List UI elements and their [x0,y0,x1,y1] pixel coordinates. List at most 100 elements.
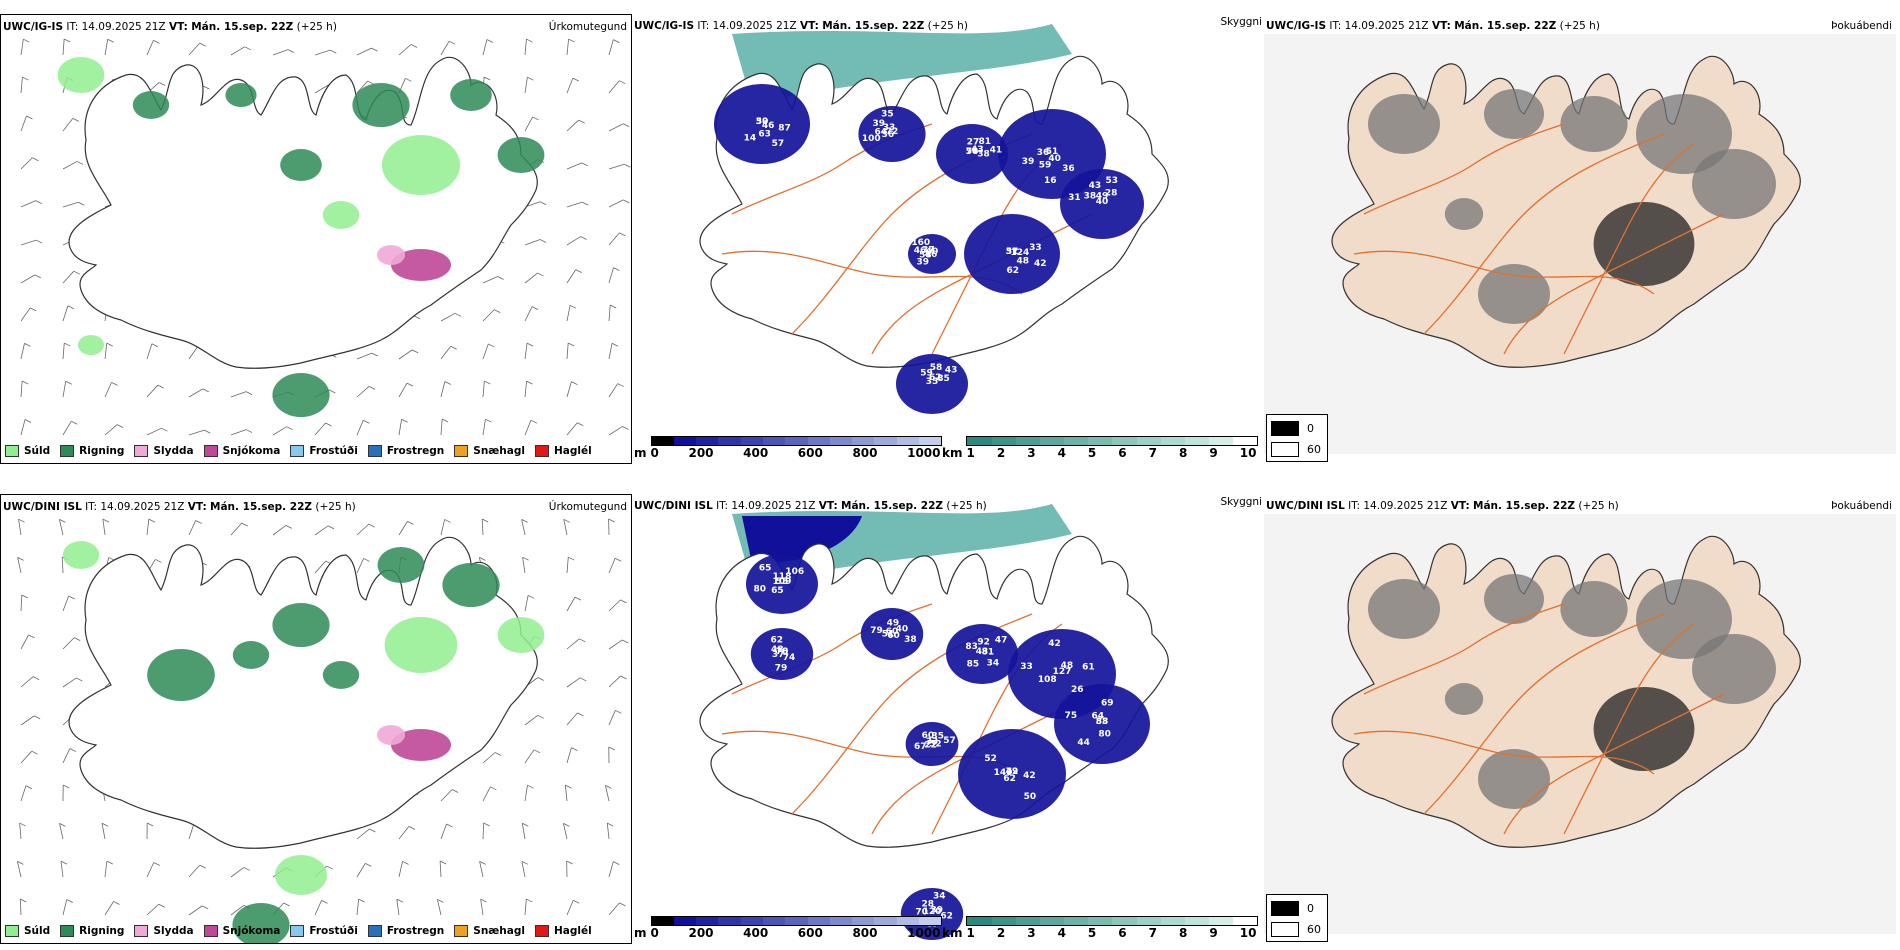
wind-barb-flag [368,523,375,528]
wind-barb-flag [413,315,421,320]
cloud-base-label: 57 [772,139,785,149]
wind-barb-flag [21,380,29,385]
precip-area [62,541,100,569]
cloud-base-label: 52 [929,739,942,749]
wind-barb [564,785,568,802]
colorbar-cell [919,437,942,445]
wind-barb [104,39,109,56]
wind-barb-flag [102,518,110,523]
precip-area [352,83,410,127]
wind-barb [482,343,489,360]
colorbar-cell [651,437,674,445]
wind-barb-flag [69,748,77,752]
colorbar-cell [991,917,1016,925]
wind-barb [524,272,538,284]
wind-barb-flag [244,46,251,51]
wind-barb-flag [526,38,533,43]
colorbar-cell [896,917,920,925]
wind-barb [188,42,200,56]
cloud-base-label: 36 [1037,148,1050,158]
fog-area [1368,94,1440,154]
cloud-base-label: 39 [917,257,930,267]
cloud-base-label: 48 [771,645,784,655]
wind-barb [566,677,581,688]
wind-barb-flag [68,595,75,600]
wind-barb [20,634,29,650]
wind-barb-flag [613,861,620,865]
wind-barb-flag [451,789,459,793]
wind-barb-flag [607,822,614,827]
cloud-base-label: 36 [1062,164,1075,174]
fog-legend-row: 0 [1271,901,1323,916]
wind-barb-flag [614,557,622,562]
legend-item: Haglél [534,445,592,457]
cloud-base-label: 64 [875,127,888,137]
colorbar-unit: km [942,926,963,940]
wind-barb [230,429,247,436]
cloud-base-label: 124 [1011,248,1030,258]
cloud-base-label: 60 [887,631,900,641]
wind-barb [608,558,616,574]
wind-barb-flag [526,342,534,347]
fog-title-row1: Þokuábendi [1831,20,1892,32]
wind-barb [608,199,624,208]
road-line [1353,250,1655,295]
cloud-base-label: 43 [971,145,984,155]
wind-barb-flag [62,784,70,789]
cloud-base-label: 57 [943,736,956,746]
colorbar-cell [829,437,853,445]
road-line [1563,143,1695,355]
colorbar-cell [673,437,697,445]
precip-area [322,661,360,689]
cloud-panel-row2: 109 37 49 34 33 53 62 60 62 80 78 60 83 61 44 42 52 70 106… [632,494,1264,944]
colorbar-cell [718,917,741,925]
wind-barb [62,748,71,764]
colorbar-cell [1112,917,1137,925]
cloud-base-label: 61 [1082,662,1095,672]
cloud-base-label: 160 [911,238,930,248]
wind-barb [521,861,526,878]
wind-barb [356,352,373,360]
colorbar-tick: 600 [797,446,823,460]
wind-barb-flag [19,822,26,827]
wind-barb-flag [20,898,27,903]
wind-barb [62,305,69,322]
cloud-base-label: 44 [1077,738,1090,748]
wind-barb-flag [151,343,159,348]
fog-legend-label: 0 [1307,422,1314,435]
wind-barb-flag [195,520,202,524]
wind-barb [356,558,365,574]
colorbar-cell [1209,437,1234,445]
precip-area [132,91,170,119]
wind-barb-flag [327,525,335,530]
wind-barb [398,44,412,56]
precip-area [275,855,327,895]
cloud-base-label: 49 [887,619,900,629]
wind-barb [436,899,442,916]
wind-barb-flag [72,118,80,122]
fog-area [1444,198,1484,230]
colorbar-tick: 5 [1087,446,1097,460]
colorbar-cell [673,917,697,925]
precip-area [280,149,322,181]
precip-area [147,649,215,701]
colorbar-tick: 200 [688,446,714,460]
wind-barb-flag [537,272,544,277]
legend-item: Frostúði [290,445,358,457]
cloud-base-label: 109 [773,577,792,587]
fog-legend-row: 60 [1271,922,1323,937]
wind-barb-flag [620,675,627,680]
legend-item: Slydda [134,925,194,937]
cloud-base-label: 42 [1006,767,1019,777]
colorbar-cell [919,917,942,925]
cloud-base-label: 40 [926,247,939,257]
wind-barb-flag [283,902,290,907]
wind-barb [146,862,155,878]
cloud-base-label: 59 [1039,160,1052,170]
wind-barb [398,382,408,398]
cloud-base-label: 79 [775,664,788,674]
cloud-base-label: 46 [914,246,927,256]
cloud-base-label: 34 [933,891,946,901]
wind-barb-flag [571,381,578,385]
wind-barb-flag [619,80,626,85]
